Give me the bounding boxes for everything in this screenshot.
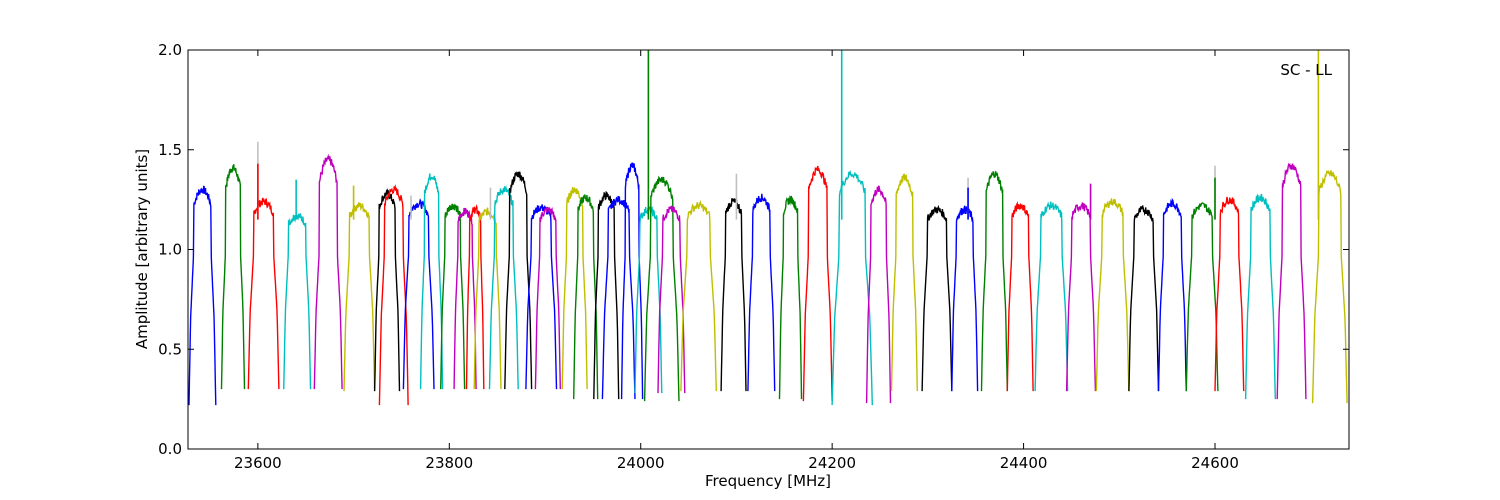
series-layer [188, 153, 1348, 406]
channel-trace [247, 197, 280, 390]
y-tick-label: 0.0 [158, 440, 182, 458]
channel-trace [343, 202, 376, 392]
channel-trace [951, 205, 979, 392]
channel-trace [1185, 202, 1219, 392]
channel-trace [465, 204, 485, 390]
x-axis-label: Frequency [MHz] [705, 472, 831, 490]
channel-trace [778, 194, 803, 400]
channel-trace [561, 186, 588, 390]
channel-trace [1157, 197, 1187, 392]
y-tick-label: 0.5 [158, 340, 182, 358]
y-tick-label: 2.0 [158, 41, 182, 59]
channel-trace [220, 164, 246, 390]
y-axis-label: Amplitude [arbitrary units] [133, 149, 151, 349]
channel-trace [573, 194, 599, 400]
channel-trace [720, 198, 747, 392]
channel-trace [643, 175, 680, 402]
y-axis-ticks: 0.0 0.5 1.0 1.5 2.0 [158, 41, 1349, 458]
channel-trace [283, 213, 312, 390]
channel-trace [593, 190, 620, 400]
channel-trace [1276, 162, 1307, 400]
channel-trace [1034, 201, 1069, 392]
spike-layer [257, 50, 1320, 220]
plot-background [188, 50, 1349, 449]
x-axis-ticks: 23600 23800 24000 24200 24400 24600 [234, 50, 1239, 472]
x-tick-label: 24600 [1191, 454, 1239, 472]
channel-trace [865, 184, 892, 404]
channel-trace [473, 207, 502, 390]
channel-trace [890, 173, 918, 392]
channel-trace [525, 204, 558, 390]
channel-trace [1214, 196, 1245, 392]
channel-trace [601, 195, 636, 400]
channel-trace [402, 198, 435, 390]
channel-trace [188, 185, 217, 406]
channel-trace [1065, 202, 1097, 392]
channel-trace [1311, 169, 1348, 404]
channel-trace [488, 185, 519, 390]
channel-trace [680, 199, 717, 392]
channel-trace [1095, 198, 1130, 392]
channel-trace [440, 203, 466, 390]
x-tick-label: 24000 [617, 454, 665, 472]
channel-trace [921, 204, 953, 392]
x-tick-label: 23800 [425, 454, 473, 472]
channel-trace [1244, 193, 1276, 400]
channel-trace [313, 153, 343, 390]
channel-trace [1128, 204, 1160, 392]
x-tick-label: 24200 [808, 454, 856, 472]
channel-trace [980, 171, 1008, 392]
channel-trace [378, 184, 409, 406]
channel-trace [453, 207, 477, 390]
channel-trace [1006, 201, 1034, 392]
channel-trace [534, 206, 561, 390]
chart-annotation: SC - LL [1280, 61, 1332, 79]
x-tick-label: 24400 [1000, 454, 1048, 472]
y-tick-label: 1.5 [158, 141, 182, 159]
channel-trace [657, 205, 686, 394]
channel-trace [419, 173, 444, 390]
channel-trace [747, 193, 776, 392]
channel-trace [504, 171, 533, 390]
x-tick-label: 23600 [234, 454, 282, 472]
channel-trace [831, 169, 873, 406]
channel-trace [373, 188, 401, 392]
y-tick-label: 1.0 [158, 241, 182, 259]
channel-trace [802, 165, 833, 402]
